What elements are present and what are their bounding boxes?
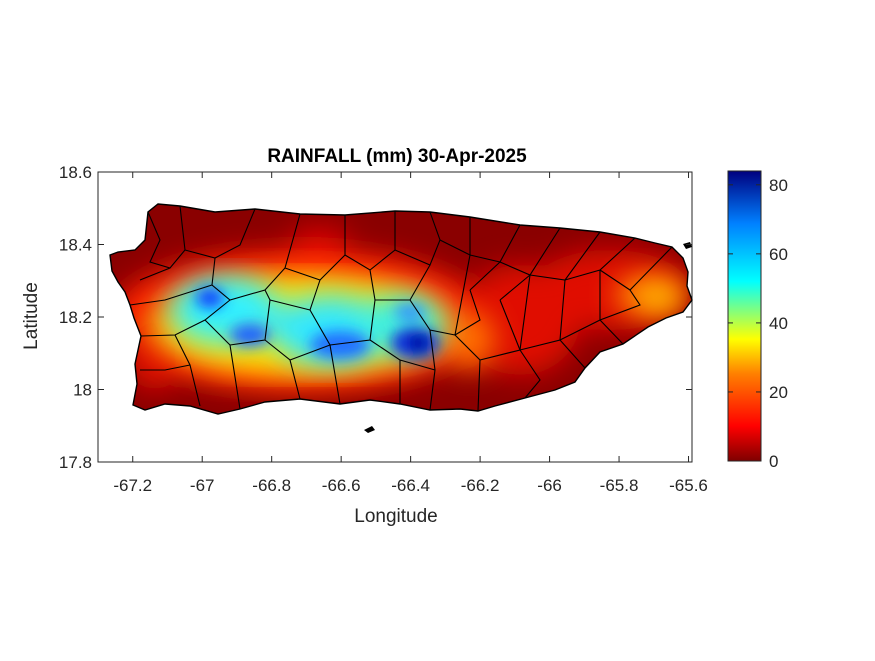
municipality-boundaries <box>129 205 673 412</box>
x-tick-label: -65.8 <box>600 476 639 495</box>
x-tick-label: -66.2 <box>461 476 500 495</box>
field-blue-layer <box>196 288 439 359</box>
x-tick-label: -65.6 <box>669 476 708 495</box>
x-tick-label: -66.4 <box>391 476 430 495</box>
colorbar-tick-label: 80 <box>769 176 788 195</box>
colorbar-gradient <box>727 170 762 462</box>
colorbar-tick-label: 60 <box>769 245 788 264</box>
x-tick-label: -66.8 <box>252 476 291 495</box>
x-axis: -67.2 -67 -66.8 -66.6 -66.4 -66.2 -66 -65.8 -65.… <box>113 172 708 527</box>
colorbar-tick-label: 20 <box>769 383 788 402</box>
y-axis: 18.6 18.4 18.2 18 17.8 Latitude <box>21 163 692 472</box>
caja-de-muertos-island <box>364 426 375 433</box>
y-tick-label: 18.2 <box>59 308 92 327</box>
colorbar: 80 60 40 20 0 <box>727 170 788 471</box>
x-tick-label: -66 <box>537 476 562 495</box>
small-island-northeast <box>683 242 692 249</box>
colorbar-tick-label: 40 <box>769 314 788 333</box>
colorbar-tick-label: 0 <box>769 452 778 471</box>
x-axis-label: Longitude <box>354 506 437 527</box>
x-tick-label: -66.6 <box>322 476 361 495</box>
y-tick-label: 18.4 <box>59 236 92 255</box>
chart-title: RAINFALL (mm) 30-Apr-2025 <box>267 146 527 167</box>
x-tick-label: -67 <box>190 476 215 495</box>
x-tick-label: -67.2 <box>113 476 152 495</box>
y-axis-label: Latitude <box>21 282 42 350</box>
rainfall-field <box>110 204 692 414</box>
y-tick-label: 18.6 <box>59 163 92 182</box>
island-outline <box>109 203 693 415</box>
y-tick-label: 18 <box>73 381 92 400</box>
y-tick-label: 17.8 <box>59 453 92 472</box>
